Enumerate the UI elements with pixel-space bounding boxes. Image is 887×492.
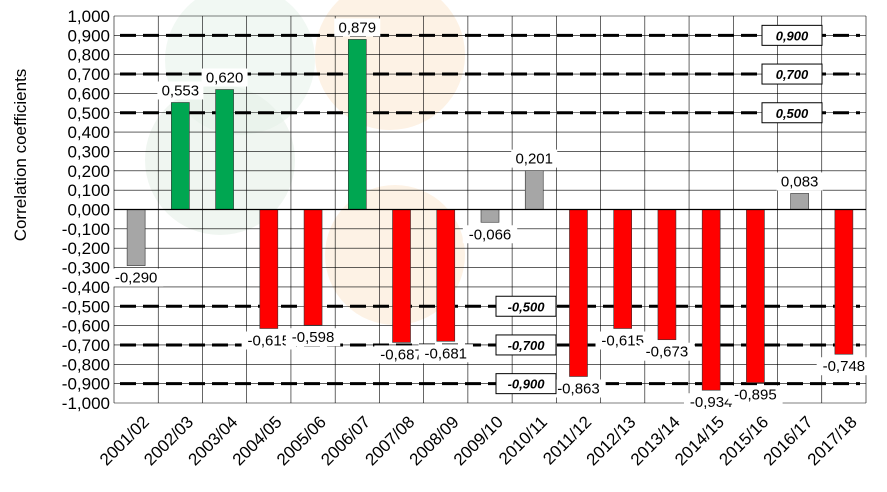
data-label-background	[241, 331, 297, 350]
reference-label: -0,500	[508, 299, 546, 314]
data-label-background	[157, 81, 204, 100]
data-label-background	[374, 345, 429, 364]
data-label-background	[639, 342, 695, 361]
data-label-background	[201, 68, 248, 87]
y-tick-label: -0,300	[62, 259, 110, 278]
data-label: 0,620	[206, 70, 244, 87]
y-tick-label: 0,000	[67, 201, 110, 220]
x-tick-label: 2017/18	[804, 412, 861, 469]
data-label-background	[683, 393, 739, 412]
y-tick-label: -0,800	[62, 355, 110, 374]
data-label: -0,681	[424, 345, 467, 362]
bar-2015-16	[746, 209, 765, 383]
data-label: -0,863	[557, 380, 600, 397]
bar-2010-11	[524, 170, 544, 210]
reference-label: -0,900	[508, 377, 546, 392]
y-tick-label: -0,600	[62, 317, 110, 336]
data-label-background	[462, 225, 518, 244]
data-label-background	[816, 357, 872, 376]
bar-2011-12	[569, 209, 588, 377]
y-tick-label: -1,000	[62, 394, 110, 413]
reference-label-box	[495, 334, 557, 356]
data-label: -0,673	[646, 344, 689, 361]
bar-2005-06	[303, 209, 323, 326]
reference-label: 0,700	[776, 67, 809, 82]
bar-2003-04	[215, 89, 234, 210]
y-tick-label: 1,000	[67, 7, 110, 26]
y-tick-label: 0,400	[67, 123, 110, 142]
data-label-background	[776, 172, 823, 191]
bar-2004-05	[259, 209, 279, 329]
reference-label-box	[495, 295, 557, 317]
reference-label-box	[761, 24, 823, 46]
y-tick-label: 0,700	[67, 65, 110, 84]
data-label-background	[511, 149, 558, 168]
bar-2012-13	[613, 209, 633, 329]
y-tick-label: -0,400	[62, 278, 110, 297]
y-tick-label: -0,700	[62, 336, 110, 355]
data-label-background	[728, 385, 783, 404]
y-tick-label: 0,800	[67, 46, 110, 65]
data-label: -0,748	[823, 358, 866, 375]
data-label-background	[108, 268, 164, 287]
bar-2001-02	[126, 209, 146, 266]
y-tick-labels: 1,0000,9000,8000,7000,6000,5000,4000,300…	[62, 7, 110, 413]
x-tick-label: 2009/10	[450, 412, 507, 469]
reference-label-box	[495, 373, 557, 395]
data-label: -0,066	[469, 226, 512, 243]
reference-line-labels: 0,900 0,700 0,500 -0,500 -0,700 -0,900	[495, 24, 823, 395]
data-label-background	[595, 331, 650, 350]
bar-2009-10	[480, 209, 500, 223]
y-axis-title: Correlation coefficients	[11, 69, 30, 242]
bar-2006-07	[347, 39, 367, 210]
reference-label-box	[761, 102, 823, 124]
y-tick-label: 0,500	[67, 104, 110, 123]
data-label-background	[418, 344, 473, 363]
y-tick-label: -0,900	[62, 375, 110, 394]
data-label: -0,598	[292, 329, 335, 346]
data-label: 0,083	[781, 173, 819, 190]
y-tick-label: 0,600	[67, 84, 110, 103]
bar-2002-03	[171, 102, 190, 210]
reference-label: 0,500	[776, 106, 809, 121]
data-label: -0,290	[115, 270, 158, 287]
bar-2013-14	[657, 209, 677, 341]
bar-2017-18	[834, 209, 854, 355]
x-tick-labels: 2001/022002/032003/042004/052005/062006/…	[96, 412, 861, 469]
y-tick-label: 0,900	[67, 26, 110, 45]
data-label: 0,201	[515, 151, 553, 168]
y-tick-label: 0,300	[67, 142, 110, 161]
bars	[126, 39, 854, 391]
data-label: 0,879	[339, 19, 377, 36]
y-tick-label: -0,200	[62, 239, 110, 258]
y-tick-label: -0,100	[62, 220, 110, 239]
reference-label: -0,700	[508, 338, 546, 353]
data-label-background	[551, 379, 606, 398]
reference-label-box	[761, 63, 823, 85]
data-label: -0,615	[601, 333, 644, 350]
y-tick-label: 0,100	[67, 181, 110, 200]
y-tick-label: -0,500	[62, 297, 110, 316]
data-label: 0,553	[162, 82, 200, 99]
bar-2007-08	[392, 209, 411, 343]
bar-2008-09	[436, 209, 456, 342]
y-tick-label: 0,200	[67, 162, 110, 181]
data-label: -0,934	[690, 394, 733, 411]
bar-2014-15	[701, 209, 721, 391]
bar-2016-17	[790, 193, 809, 210]
data-label: -0,895	[734, 387, 777, 404]
data-label: -0,615	[248, 333, 291, 350]
data-label: -0,687	[380, 346, 423, 363]
data-label-background	[334, 18, 381, 37]
reference-label: 0,900	[776, 28, 809, 43]
data-label-background	[285, 328, 341, 347]
x-tick-label: 2010/11	[495, 412, 551, 468]
